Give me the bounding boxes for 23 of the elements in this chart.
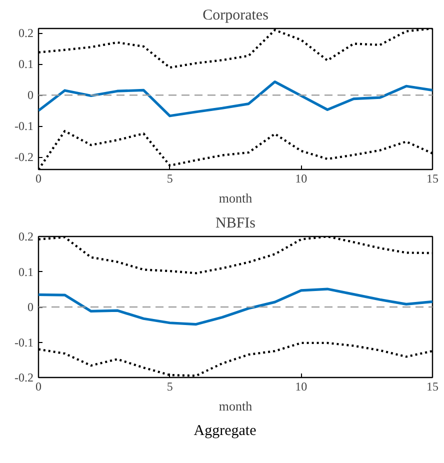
line-series: [38, 80, 432, 118]
y-tick-label: 0.2: [18, 230, 34, 244]
y-tick-label: 0: [28, 88, 34, 102]
text: Aggregate: [194, 422, 256, 441]
y-tick-label: -0.1: [14, 119, 34, 134]
chart-title: NBFIs: [215, 216, 256, 232]
x-tick-label: 10: [295, 380, 308, 394]
x-tick-label: 15: [426, 172, 438, 186]
x-tick-label: 5: [166, 172, 173, 186]
chart-title: Corporates: [202, 8, 269, 24]
y-tick-label: 0.1: [18, 57, 34, 72]
y-tick-label: -0.2: [14, 370, 34, 384]
x-axis-title: month: [218, 398, 253, 414]
x-tick-label: 5: [166, 380, 173, 394]
x-tick-label: 15: [426, 380, 438, 394]
y-tick-label: 0.2: [18, 26, 34, 40]
x-tick-label: 10: [295, 172, 308, 186]
line-series: [38, 288, 432, 326]
y-tick-label: -0.1: [14, 335, 34, 350]
y-tick-label: 0: [28, 300, 34, 314]
x-axis-title: month: [218, 190, 253, 206]
y-tick-label: -0.2: [14, 150, 34, 164]
y-tick-label: 0.1: [18, 264, 34, 279]
